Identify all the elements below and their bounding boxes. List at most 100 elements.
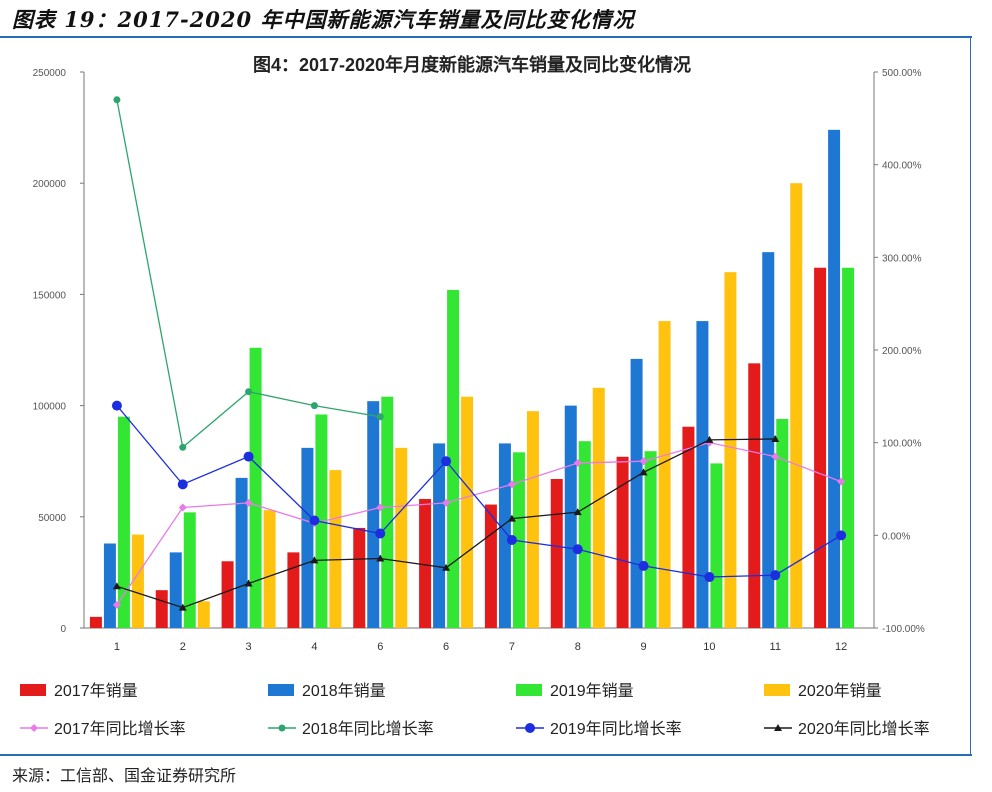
bar-s2020 — [197, 601, 210, 628]
point-r2019 — [243, 451, 254, 462]
point-r2020 — [705, 435, 714, 443]
bar-s2020 — [526, 411, 539, 628]
legend-label: 2020年销量 — [798, 682, 882, 700]
legend-marker — [525, 723, 535, 733]
legend-marker — [30, 724, 38, 732]
bar-s2018 — [564, 405, 577, 628]
chart-canvas: 图4：2017-2020年月度新能源汽车销量及同比变化情况 0 50000 10000… — [20, 54, 930, 738]
bar-s2017 — [419, 499, 432, 628]
bar-s2019 — [842, 267, 855, 628]
point-r2020 — [442, 563, 451, 571]
y-left-tick-label: 0 — [60, 624, 66, 635]
bar-s2017 — [155, 590, 168, 628]
bar-s2018 — [828, 129, 841, 628]
point-r2019 — [111, 400, 122, 411]
bar-s2018 — [367, 401, 380, 628]
point-r2020 — [507, 514, 516, 522]
legend-swatch-s2018 — [268, 684, 294, 696]
bar-s2018 — [696, 321, 709, 628]
legend-label: 2017年销量 — [54, 682, 138, 700]
point-r2017 — [112, 600, 121, 609]
legend-swatch-s2019 — [516, 684, 542, 696]
bar-s2019 — [512, 452, 525, 628]
point-r2017 — [837, 477, 846, 486]
point-r2017 — [771, 452, 780, 461]
point-r2019 — [704, 572, 715, 583]
x-tick-label: 10 — [703, 641, 715, 653]
bar-s2020 — [724, 272, 737, 628]
x-tick-label: 8 — [575, 641, 581, 653]
x-tick-label: 9 — [641, 641, 647, 653]
point-r2019 — [638, 560, 649, 571]
y-right-tick-label: 400.00% — [882, 161, 922, 172]
x-tick-label: 11 — [770, 641, 781, 653]
bar-s2020 — [592, 387, 605, 628]
y-right-tick-label: 500.00% — [882, 68, 922, 79]
point-r2017 — [244, 498, 253, 507]
legend-marker — [278, 724, 286, 732]
bar-s2018 — [498, 443, 511, 628]
top-rule — [0, 36, 972, 38]
point-r2019 — [441, 456, 452, 467]
legend-swatch-s2020 — [764, 684, 790, 696]
y-right-tick-label: 0.00% — [882, 531, 910, 542]
source-note: 来源：工信部、国金证券研究所 — [12, 766, 237, 785]
point-r2020 — [771, 434, 780, 442]
right-rule — [970, 36, 971, 754]
point-r2019 — [506, 534, 517, 545]
point-r2017 — [178, 503, 187, 512]
y-left-tick-label: 50000 — [38, 513, 66, 524]
point-r2020 — [376, 554, 385, 562]
point-r2019 — [309, 515, 320, 526]
point-r2018 — [245, 388, 253, 396]
legend-marker — [774, 724, 782, 731]
bar-s2017 — [484, 504, 497, 628]
bar-s2017 — [221, 561, 234, 628]
x-tick-label: 1 — [114, 641, 120, 653]
bar-s2019 — [117, 416, 130, 628]
legend-label: 2019年销量 — [550, 682, 634, 700]
bar-s2018 — [630, 358, 643, 628]
legend-label: 2020年同比增长率 — [798, 720, 930, 738]
bar-s2020 — [329, 470, 342, 628]
bar-s2020 — [263, 510, 276, 628]
line-r2017 — [116, 441, 842, 606]
legend-label: 2017年同比增长率 — [54, 720, 186, 738]
bar-s2019 — [644, 451, 657, 628]
point-r2019 — [836, 530, 847, 541]
bar-s2018 — [762, 252, 775, 629]
bar-s2017 — [353, 527, 366, 628]
y-right-tick-label: 100.00% — [882, 439, 922, 450]
y-right-tick-label: 300.00% — [882, 253, 922, 264]
point-r2019 — [770, 570, 781, 581]
bar-s2018 — [301, 447, 314, 628]
bar-s2020 — [658, 321, 671, 628]
legend-swatch-s2017 — [20, 684, 46, 696]
y-right-tick-label: -100.00% — [882, 624, 925, 635]
point-r2020 — [573, 508, 582, 516]
bar-s2017 — [287, 552, 300, 628]
line-r2019 — [116, 405, 842, 578]
y-left-tick-label: 100000 — [33, 402, 67, 413]
point-r2017 — [507, 480, 516, 489]
point-r2017 — [442, 498, 451, 507]
bar-s2018 — [235, 477, 248, 628]
x-tick-label: 12 — [835, 641, 847, 653]
point-r2019 — [177, 479, 188, 490]
bar-s2019 — [776, 418, 789, 628]
point-r2018 — [179, 443, 187, 451]
point-r2018 — [310, 402, 318, 410]
point-r2018 — [113, 96, 121, 104]
bar-s2018 — [169, 552, 182, 628]
x-tick-label: 6 — [377, 641, 383, 653]
figure-title: 图表 19：2017-2020 年中国新能源汽车销量及同比变化情况 — [12, 7, 635, 32]
point-r2019 — [572, 544, 583, 555]
point-r2018 — [376, 413, 384, 421]
y-left-tick-label: 250000 — [33, 68, 67, 79]
x-tick-label: 4 — [311, 641, 317, 653]
bar-s2020 — [790, 183, 803, 628]
bar-s2017 — [550, 478, 563, 628]
x-tick-label: 2 — [180, 641, 186, 653]
bar-s2017 — [616, 456, 629, 628]
point-r2017 — [639, 457, 648, 466]
